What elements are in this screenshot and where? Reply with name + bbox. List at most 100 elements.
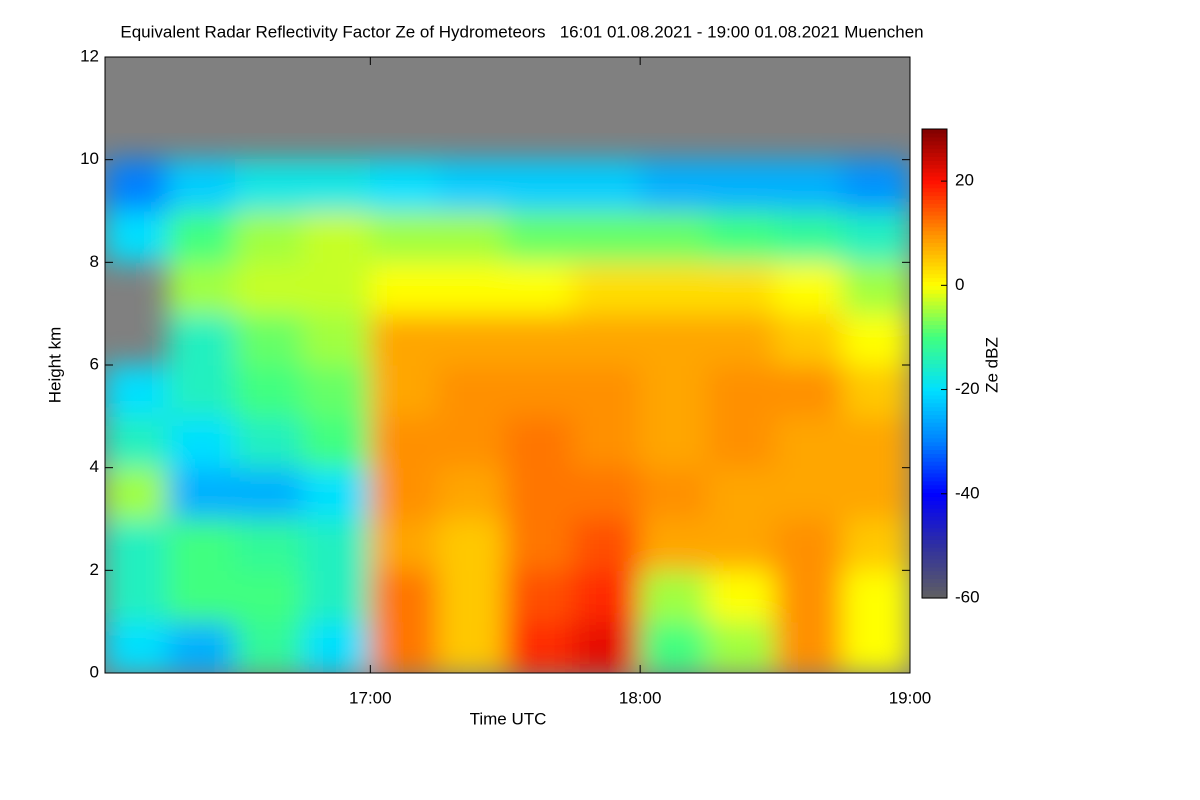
heatmap-cell <box>639 210 709 263</box>
colorbar-segment <box>922 426 947 431</box>
colorbar-segment <box>922 347 947 353</box>
heatmap-cell <box>369 467 439 520</box>
x-tick-label: 19:00 <box>889 688 932 707</box>
colorbar-segment <box>922 281 947 286</box>
heatmap-cell <box>572 159 641 212</box>
heatmap-cell <box>105 621 169 673</box>
colorbar-segment <box>922 343 947 349</box>
colorbar-segment <box>922 418 947 423</box>
heatmap-cell <box>504 518 574 571</box>
heatmap-cell <box>572 467 641 520</box>
colorbar-segment <box>922 465 947 470</box>
heatmap-cell <box>234 261 304 315</box>
heatmap-cell <box>234 621 304 673</box>
heatmap-cell <box>167 569 236 623</box>
colorbar-segment <box>922 531 947 537</box>
colorbar-segment <box>922 363 947 369</box>
colorbar-segment <box>922 547 947 552</box>
colorbar-segment <box>922 410 947 415</box>
colorbar-segment <box>922 441 947 447</box>
colorbar-segment <box>922 132 947 138</box>
colorbar-segment <box>922 277 947 283</box>
colorbar-segment <box>922 144 947 150</box>
heatmap-cell <box>167 518 236 571</box>
heatmap-cell <box>369 313 439 366</box>
colorbar-segment <box>922 379 947 384</box>
heatmap-cell <box>302 159 371 212</box>
colorbar-segment <box>922 355 947 361</box>
heatmap-cell <box>504 415 574 469</box>
colorbar-segment <box>922 422 947 427</box>
heatmap-cell <box>707 364 776 417</box>
heatmap-cell <box>437 415 506 469</box>
colorbar-segment <box>922 508 947 513</box>
heatmap-cell <box>774 415 844 469</box>
colorbar-segment <box>922 383 947 388</box>
heatmap-cell <box>369 518 439 571</box>
heatmap-cell <box>572 261 641 315</box>
heatmap-cell <box>774 159 844 212</box>
heatmap-cell <box>302 313 371 366</box>
colorbar-segment <box>922 453 947 458</box>
colorbar-segment <box>922 555 947 560</box>
heatmap-cell <box>842 415 910 469</box>
y-tick-label: 4 <box>90 457 99 476</box>
heatmap-cell <box>437 518 506 571</box>
x-tick-label: 17:00 <box>349 688 392 707</box>
colorbar-segment <box>922 574 947 580</box>
heatmap-cell <box>842 313 910 366</box>
colorbar-segment <box>922 238 947 243</box>
colorbar-segment <box>922 488 947 494</box>
colorbar-segment <box>922 312 947 318</box>
colorbar-tick-label: 20 <box>955 171 974 190</box>
heatmap-cell <box>572 313 641 366</box>
colorbar-segment <box>922 340 947 345</box>
heatmap-cell <box>302 467 371 520</box>
heatmap-cell <box>774 313 844 366</box>
colorbar-segment <box>922 476 947 482</box>
colorbar-segment <box>922 457 947 462</box>
colorbar-segment <box>922 175 947 181</box>
colorbar-segment <box>922 160 947 165</box>
heatmap-cell <box>167 621 236 673</box>
colorbar-segment <box>922 207 947 212</box>
heatmap-cell <box>639 621 709 673</box>
colorbar-segment <box>922 484 947 490</box>
colorbar-segment <box>922 371 947 376</box>
colorbar-segment <box>922 300 947 306</box>
colorbar-segment <box>922 222 947 228</box>
y-tick-label: 2 <box>90 560 99 579</box>
colorbar-label: Ze dBZ <box>982 337 1001 393</box>
colorbar-segment <box>922 519 947 525</box>
heatmap-cell <box>369 621 439 673</box>
colorbar-segment <box>922 504 947 509</box>
colorbar-segment <box>922 437 947 443</box>
heatmap-cell <box>774 518 844 571</box>
heatmap-cell <box>234 415 304 469</box>
heatmap-cell <box>437 159 506 212</box>
heatmap-cell <box>167 364 236 417</box>
colorbar-segment <box>922 269 947 275</box>
heatmap-cell <box>234 569 304 623</box>
colorbar-segment <box>922 289 947 294</box>
heatmap-cell <box>105 467 169 520</box>
colorbar-segment <box>922 492 947 497</box>
heatmap-cell <box>842 467 910 520</box>
y-tick-label: 10 <box>80 149 99 168</box>
heatmap-cell <box>167 415 236 469</box>
colorbar-segment <box>922 148 947 154</box>
heatmap-cell <box>105 415 169 469</box>
heatmap-cell <box>707 415 776 469</box>
colorbar-segment <box>922 500 947 505</box>
y-tick-label: 0 <box>90 662 99 681</box>
colorbar-segment <box>922 449 947 454</box>
heatmap-cell <box>707 261 776 315</box>
colorbar-segment <box>922 406 947 411</box>
colorbar-segment <box>922 320 947 326</box>
colorbar-segment <box>922 265 947 271</box>
colorbar-segment <box>922 254 947 259</box>
colorbar-segment <box>922 359 947 365</box>
heatmap-cell <box>707 159 776 212</box>
heatmap-cell <box>234 210 304 263</box>
